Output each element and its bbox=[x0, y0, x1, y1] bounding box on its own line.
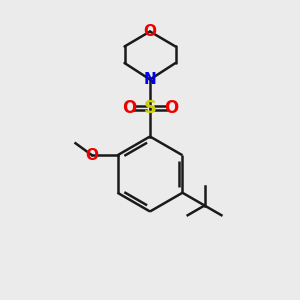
Text: O: O bbox=[122, 99, 136, 117]
Text: N: N bbox=[144, 72, 156, 87]
Text: S: S bbox=[143, 99, 157, 117]
Text: O: O bbox=[85, 148, 98, 163]
Text: O: O bbox=[164, 99, 178, 117]
Text: O: O bbox=[143, 24, 157, 39]
